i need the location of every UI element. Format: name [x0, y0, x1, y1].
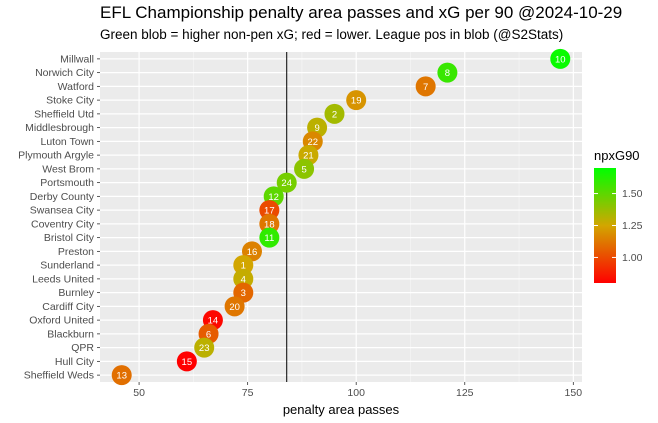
- data-point: 8: [437, 62, 458, 83]
- data-point: 19: [346, 90, 367, 111]
- y-tick-label: Swansea City: [30, 205, 95, 217]
- y-tick-label: Sheffield Utd: [34, 108, 94, 120]
- y-tick-label: Luton Town: [40, 136, 94, 148]
- x-tick-label: 50: [133, 387, 145, 399]
- point-blob: [259, 200, 280, 221]
- point-blob: [276, 172, 297, 193]
- data-point: 18: [259, 213, 280, 234]
- point-label: 3: [241, 288, 246, 299]
- point-label: 8: [445, 68, 450, 79]
- point-blob: [224, 296, 245, 317]
- point-blob: [294, 158, 315, 179]
- legend-title: npxG90: [594, 148, 640, 163]
- y-tick-label: Leeds United: [32, 273, 94, 285]
- y-tick-label: Preston: [58, 246, 94, 258]
- data-point: 5: [294, 158, 315, 179]
- point-blob: [346, 90, 367, 111]
- data-point: 4: [233, 268, 254, 289]
- data-point: 24: [276, 172, 297, 193]
- point-label: 5: [301, 164, 306, 175]
- x-tick-label: 100: [347, 387, 365, 399]
- point-label: 23: [199, 343, 210, 354]
- point-label: 10: [555, 54, 566, 65]
- point-label: 13: [116, 371, 127, 382]
- y-tick-label: Bristol City: [44, 232, 95, 244]
- legend-tick-label: 1.50: [622, 188, 643, 200]
- y-tick-label: Blackburn: [47, 328, 94, 340]
- legend-colorbar: [594, 168, 616, 283]
- y-tick-label: Middlesbrough: [25, 122, 94, 134]
- data-point: 7: [415, 76, 436, 97]
- chart-title: EFL Championship penalty area passes and…: [100, 3, 623, 22]
- point-label: 16: [247, 247, 258, 258]
- point-label: 7: [423, 82, 428, 93]
- point-blob: [233, 268, 254, 289]
- x-axis-label: penalty area passes: [283, 402, 400, 417]
- legend-tick-label: 1.25: [622, 220, 643, 232]
- y-tick-label: Hull City: [55, 356, 95, 368]
- legend-tick-label: 1.00: [622, 252, 643, 264]
- y-tick-label: Portsmouth: [40, 177, 94, 189]
- y-tick-label: West Brom: [42, 163, 94, 175]
- point-label: 6: [206, 329, 211, 340]
- point-label: 1: [241, 261, 246, 272]
- data-point: 10: [550, 48, 571, 69]
- y-tick-label: Stoke City: [46, 95, 95, 107]
- point-label: 24: [281, 178, 292, 189]
- point-blob: [550, 48, 571, 69]
- point-label: 19: [351, 96, 362, 107]
- data-point: 2: [324, 103, 345, 124]
- y-tick-label: Millwall: [60, 53, 94, 65]
- y-tick-label: Plymouth Argyle: [18, 150, 94, 162]
- y-tick-label: Cardiff City: [42, 301, 94, 313]
- x-tick-label: 75: [242, 387, 254, 399]
- y-tick-label: Sheffield Weds: [24, 370, 94, 382]
- y-tick-label: QPR: [71, 342, 94, 354]
- x-tick-label: 125: [456, 387, 474, 399]
- point-blob: [259, 213, 280, 234]
- y-tick-label: Sunderland: [40, 260, 94, 272]
- y-tick-label: Derby County: [30, 191, 95, 203]
- plot-panel: [100, 52, 582, 382]
- point-label: 12: [268, 192, 279, 203]
- x-tick-label: 150: [565, 387, 583, 399]
- y-tick-label: Watford: [58, 81, 95, 93]
- data-point: 20: [224, 296, 245, 317]
- point-label: 11: [264, 233, 274, 244]
- point-label: 14: [208, 316, 219, 327]
- point-label: 20: [229, 302, 240, 313]
- point-blob: [233, 255, 254, 276]
- y-tick-label: Oxford United: [29, 315, 94, 327]
- point-blob: [437, 62, 458, 83]
- y-tick-label: Burnley: [58, 287, 94, 299]
- point-label: 2: [332, 109, 337, 120]
- point-label: 22: [307, 137, 318, 148]
- point-blob: [111, 365, 132, 386]
- point-label: 21: [303, 151, 314, 162]
- point-blob: [176, 351, 197, 372]
- chart-subtitle: Green blob = higher non-pen xG; red = lo…: [100, 27, 564, 42]
- point-blob: [194, 337, 215, 358]
- point-blob: [324, 103, 345, 124]
- y-tick-label: Norwich City: [35, 67, 95, 79]
- point-blob: [259, 227, 280, 248]
- point-label: 18: [264, 219, 275, 230]
- y-tick-label: Coventry City: [31, 218, 95, 230]
- data-point: 15: [176, 351, 197, 372]
- data-point: 17: [259, 200, 280, 221]
- legend: npxG90 1.00 1.25 1.50: [594, 148, 643, 283]
- data-point: 13: [111, 365, 132, 386]
- data-point: 11: [259, 227, 280, 248]
- point-label: 15: [182, 357, 193, 368]
- point-blob: [415, 76, 436, 97]
- point-label: 9: [314, 123, 319, 134]
- point-label: 17: [264, 206, 275, 217]
- data-point: 1: [233, 255, 254, 276]
- data-point: 23: [194, 337, 215, 358]
- point-label: 4: [241, 274, 246, 285]
